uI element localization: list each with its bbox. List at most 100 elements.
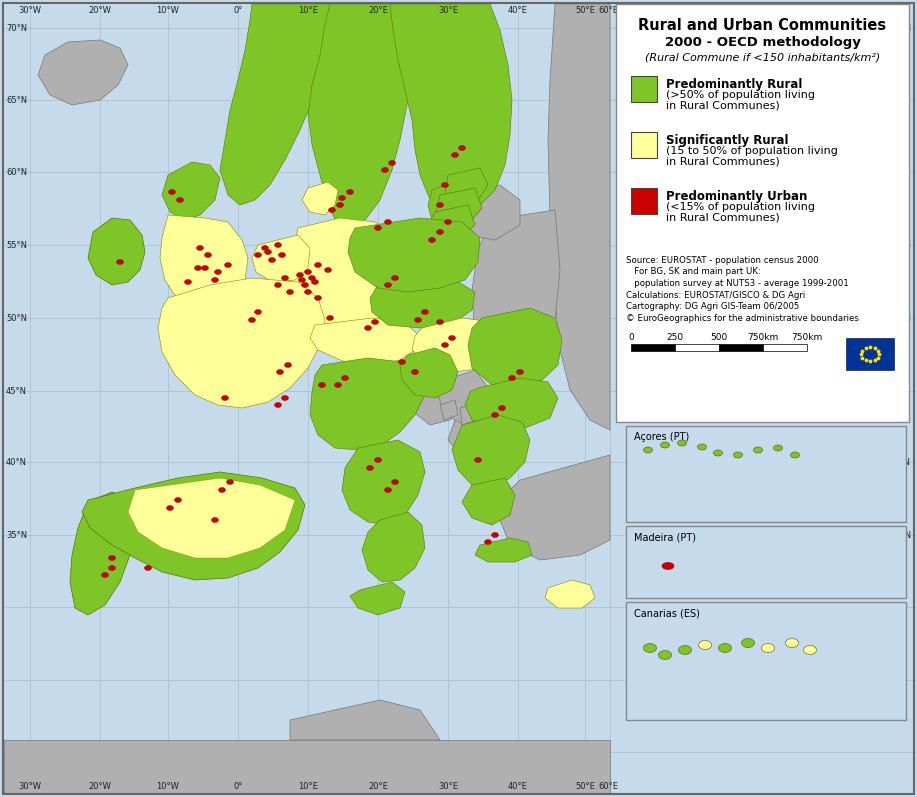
Polygon shape — [38, 40, 128, 105]
Text: © EuroGeographics for the administrative boundaries: © EuroGeographics for the administrative… — [626, 313, 859, 323]
Ellipse shape — [108, 556, 116, 560]
Ellipse shape — [364, 325, 371, 331]
Ellipse shape — [678, 440, 687, 446]
Polygon shape — [82, 472, 305, 580]
Text: in Rural Communes): in Rural Communes) — [666, 100, 779, 110]
Ellipse shape — [381, 167, 389, 172]
Polygon shape — [400, 348, 458, 398]
Text: 60°N: 60°N — [6, 167, 28, 176]
Text: (15 to 50% of population living: (15 to 50% of population living — [666, 146, 838, 156]
Bar — [675, 344, 719, 351]
Text: 40°E: 40°E — [508, 782, 528, 791]
Ellipse shape — [302, 282, 308, 288]
Ellipse shape — [269, 257, 275, 262]
Text: 40°N: 40°N — [890, 457, 911, 466]
Ellipse shape — [509, 375, 515, 380]
Ellipse shape — [384, 282, 392, 288]
Ellipse shape — [492, 413, 499, 418]
Bar — [719, 344, 763, 351]
Ellipse shape — [196, 245, 204, 250]
Text: 250: 250 — [667, 333, 683, 342]
Text: Rural and Urban Communities: Rural and Urban Communities — [638, 18, 887, 33]
Ellipse shape — [337, 202, 344, 207]
Text: 50°N: 50°N — [6, 313, 27, 323]
Ellipse shape — [441, 343, 448, 347]
Text: in Rural Communes): in Rural Communes) — [666, 212, 779, 222]
Ellipse shape — [474, 457, 481, 462]
Polygon shape — [160, 215, 248, 322]
Text: 55°N: 55°N — [890, 241, 911, 249]
Ellipse shape — [699, 641, 712, 650]
Ellipse shape — [102, 572, 108, 578]
Polygon shape — [342, 440, 425, 525]
Ellipse shape — [499, 406, 505, 410]
Ellipse shape — [277, 370, 283, 375]
Polygon shape — [350, 582, 405, 615]
Ellipse shape — [204, 253, 212, 257]
Ellipse shape — [315, 262, 322, 268]
Polygon shape — [308, 4, 408, 230]
Ellipse shape — [451, 152, 458, 158]
Ellipse shape — [458, 146, 466, 151]
Ellipse shape — [282, 276, 289, 281]
Ellipse shape — [328, 207, 336, 213]
Ellipse shape — [422, 309, 428, 315]
Polygon shape — [468, 308, 562, 390]
Ellipse shape — [774, 445, 782, 451]
Polygon shape — [510, 348, 540, 382]
Polygon shape — [310, 318, 418, 365]
Polygon shape — [428, 205, 475, 240]
Text: 70°N: 70°N — [6, 23, 28, 33]
Ellipse shape — [284, 363, 292, 367]
Ellipse shape — [167, 505, 173, 511]
Polygon shape — [500, 455, 610, 560]
Polygon shape — [4, 740, 610, 793]
Polygon shape — [128, 478, 295, 558]
Polygon shape — [470, 445, 492, 468]
Ellipse shape — [282, 395, 289, 401]
Ellipse shape — [742, 638, 755, 647]
Ellipse shape — [644, 447, 653, 453]
Text: 20°E: 20°E — [368, 782, 388, 791]
Ellipse shape — [371, 320, 379, 324]
Bar — [631, 76, 657, 102]
Ellipse shape — [255, 253, 261, 257]
Text: 60°E: 60°E — [598, 782, 618, 791]
Ellipse shape — [215, 269, 222, 274]
Ellipse shape — [392, 480, 399, 485]
Ellipse shape — [374, 226, 381, 230]
Polygon shape — [370, 278, 475, 328]
Ellipse shape — [274, 242, 282, 248]
Text: 50°E: 50°E — [575, 782, 595, 791]
Ellipse shape — [212, 277, 218, 282]
Polygon shape — [252, 235, 310, 282]
Ellipse shape — [428, 238, 436, 242]
Ellipse shape — [174, 497, 182, 502]
Polygon shape — [436, 188, 482, 225]
Text: 30°E: 30°E — [438, 6, 458, 15]
Bar — [846, 338, 894, 370]
Ellipse shape — [441, 183, 448, 187]
Polygon shape — [88, 218, 145, 285]
Ellipse shape — [274, 282, 282, 288]
Bar — [616, 4, 909, 422]
Text: 10°W: 10°W — [157, 782, 180, 791]
Ellipse shape — [184, 280, 192, 285]
Text: 60°N: 60°N — [889, 167, 911, 176]
Ellipse shape — [304, 269, 312, 274]
Text: (Rural Commune if <150 inhabitants/km²): (Rural Commune if <150 inhabitants/km²) — [645, 52, 880, 62]
Ellipse shape — [255, 309, 261, 315]
Text: 50°N: 50°N — [890, 313, 911, 323]
Text: 50°E: 50°E — [575, 6, 595, 15]
Ellipse shape — [803, 646, 816, 654]
Text: 500: 500 — [711, 333, 727, 342]
Polygon shape — [460, 403, 477, 425]
Ellipse shape — [312, 280, 318, 285]
Ellipse shape — [279, 253, 285, 257]
Ellipse shape — [658, 650, 671, 659]
Ellipse shape — [790, 452, 800, 458]
Bar — [763, 344, 807, 351]
Ellipse shape — [384, 488, 392, 493]
Ellipse shape — [335, 383, 341, 387]
Ellipse shape — [698, 444, 706, 450]
